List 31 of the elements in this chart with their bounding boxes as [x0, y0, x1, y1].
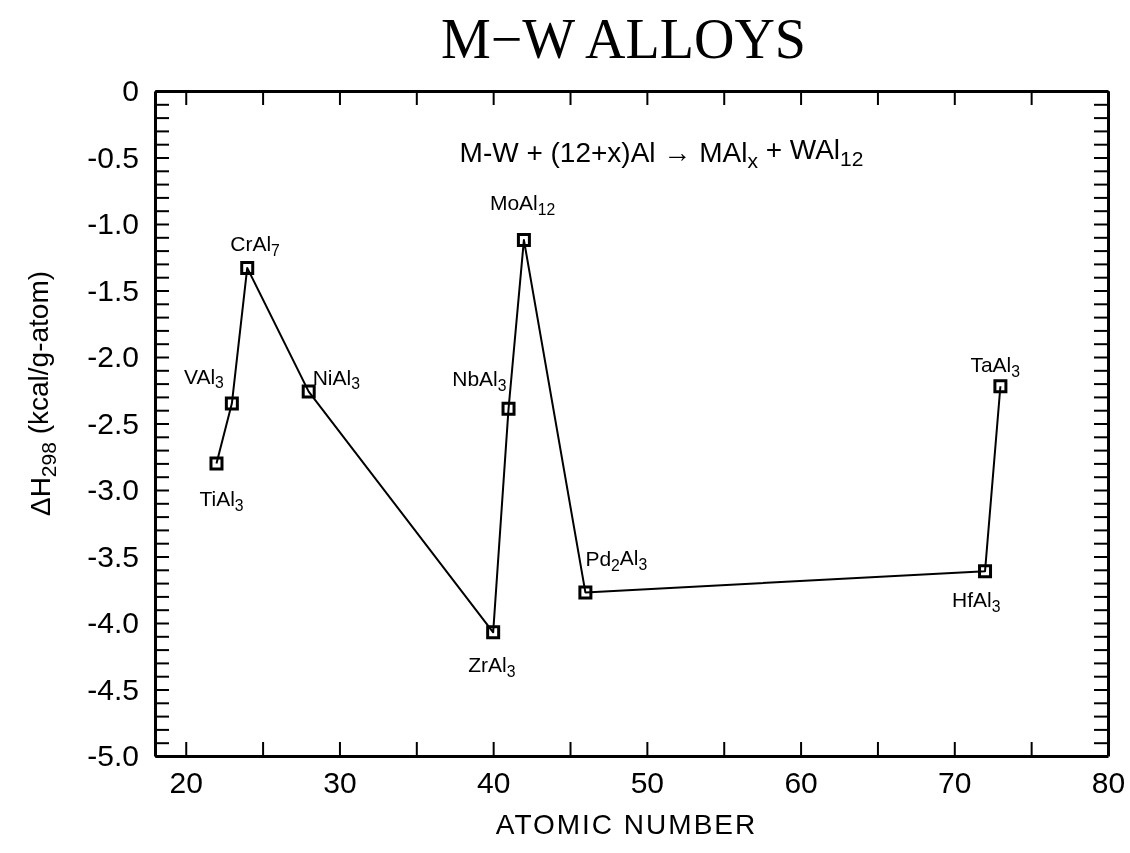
y-tick-label: -1.0 [87, 207, 139, 241]
annotation: Pd$_{2}$Al$_{3}$ [585, 545, 648, 575]
y-tick-label: -4.5 [87, 672, 139, 706]
annotation: MoAl$_{12}$ [489, 190, 556, 218]
annotation: M-W + (12+x)Al → MAl$_{x}$ + WAl$_{12}$ [459, 134, 864, 172]
annotation: TiAl$_{3}$ [199, 487, 244, 515]
y-tick-label: -0.5 [87, 140, 139, 174]
x-tick-label: 20 [169, 766, 203, 800]
x-axis-title: ATOMIC NUMBER [495, 809, 758, 840]
x-tick-label: 60 [784, 766, 818, 800]
x-tick-label: 70 [938, 766, 972, 800]
annotation: HfAl$_{3}$ [952, 588, 1001, 615]
y-tick-label: -2.0 [87, 340, 139, 374]
y-tick-label: -4.0 [87, 606, 139, 640]
y-tick-label: -3.0 [87, 473, 139, 507]
x-tick-label: 30 [323, 766, 357, 800]
y-tick-label: -2.5 [87, 406, 139, 440]
y-tick-label: -3.5 [87, 539, 139, 573]
annotation: VAl$_{3}$ [183, 364, 225, 392]
x-tick-label: 40 [476, 766, 511, 800]
x-tick-label: 50 [630, 766, 665, 800]
x-tick-label: 80 [1091, 766, 1126, 800]
chart-title: M−W ALLOYS [440, 8, 807, 70]
annotation: NbAl$_{3}$ [452, 366, 507, 394]
annotation: TaAl$_{3}$ [970, 353, 1021, 380]
y-tick-label: 0 [122, 74, 139, 108]
annotation: CrAl$_{7}$ [230, 231, 280, 259]
annotation: ZrAl$_{3}$ [468, 653, 516, 681]
annotation: NiAl$_{3}$ [312, 365, 361, 393]
y-tick-label: -5.0 [87, 739, 139, 773]
y-tick-label: -1.5 [87, 273, 139, 307]
